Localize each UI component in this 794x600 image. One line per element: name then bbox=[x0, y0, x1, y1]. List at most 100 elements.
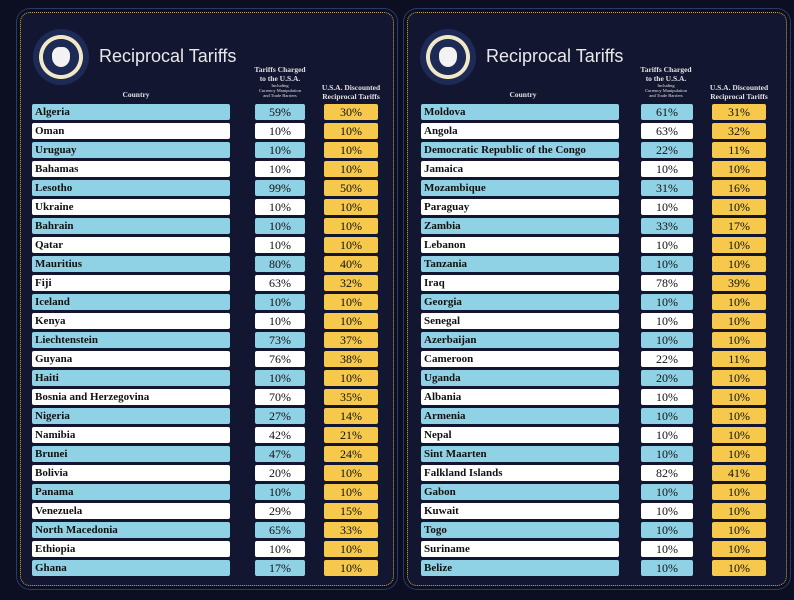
table-row: Sint Maarten 10% 10% bbox=[408, 446, 786, 463]
tariff-charged-cell: 10% bbox=[255, 370, 305, 386]
tariff-charged-cell: 63% bbox=[255, 275, 305, 291]
tariff-charged-cell: 10% bbox=[255, 199, 305, 215]
table-row: Namibia 42% 21% bbox=[21, 427, 393, 444]
table-row: Bahamas 10% 10% bbox=[21, 161, 393, 178]
discounted-tariff-cell: 10% bbox=[324, 142, 378, 158]
tariffs-charged-column-header: Tariffs Charged to the U.S.A. Including Cur… bbox=[640, 65, 692, 98]
discounted-tariff-cell: 10% bbox=[712, 408, 766, 424]
tariff-charged-cell: 10% bbox=[641, 389, 693, 405]
tariff-charged-cell: 10% bbox=[255, 313, 305, 329]
discounted-tariff-cell: 10% bbox=[712, 541, 766, 557]
tariff-charged-cell: 10% bbox=[255, 237, 305, 253]
tariff-charged-cell: 10% bbox=[641, 313, 693, 329]
table-row: Togo 10% 10% bbox=[408, 522, 786, 539]
discounted-tariff-cell: 10% bbox=[324, 541, 378, 557]
table-row: Oman 10% 10% bbox=[21, 123, 393, 140]
table-row: Ghana 17% 10% bbox=[21, 560, 393, 577]
discounted-tariff-cell: 10% bbox=[324, 313, 378, 329]
tariff-charged-cell: 10% bbox=[641, 256, 693, 272]
country-cell: Belize bbox=[421, 560, 619, 576]
tariff-charged-cell: 99% bbox=[255, 180, 305, 196]
tariff-charged-cell: 10% bbox=[641, 484, 693, 500]
country-cell: Lesotho bbox=[32, 180, 230, 196]
country-cell: Senegal bbox=[421, 313, 619, 329]
table-row: Guyana 76% 38% bbox=[21, 351, 393, 368]
tariff-panel-right: Reciprocal Tariffs Country Tariffs Charg… bbox=[407, 12, 787, 586]
table-row: Paraguay 10% 10% bbox=[408, 199, 786, 216]
tariff-charged-cell: 20% bbox=[255, 465, 305, 481]
table-row: Moldova 61% 31% bbox=[408, 104, 786, 121]
discounted-tariff-cell: 10% bbox=[712, 313, 766, 329]
tariffs-charged-column-header: Tariffs Charged to the U.S.A. Including Cur… bbox=[254, 65, 306, 98]
country-cell: Jamaica bbox=[421, 161, 619, 177]
table-row: North Macedonia 65% 33% bbox=[21, 522, 393, 539]
table-row: Bolivia 20% 10% bbox=[21, 465, 393, 482]
country-cell: Democratic Republic of the Congo bbox=[421, 142, 619, 158]
discounted-tariff-cell: 10% bbox=[324, 370, 378, 386]
country-cell: Georgia bbox=[421, 294, 619, 310]
discounted-tariff-cell: 35% bbox=[324, 389, 378, 405]
discounted-tariff-cell: 14% bbox=[324, 408, 378, 424]
discounted-tariff-cell: 10% bbox=[712, 256, 766, 272]
table-row: Angola 63% 32% bbox=[408, 123, 786, 140]
tariff-charged-cell: 82% bbox=[641, 465, 693, 481]
country-cell: Uruguay bbox=[32, 142, 230, 158]
tariff-charged-cell: 61% bbox=[641, 104, 693, 120]
country-cell: Zambia bbox=[421, 218, 619, 234]
discounted-tariff-cell: 10% bbox=[712, 199, 766, 215]
table-row: Panama 10% 10% bbox=[21, 484, 393, 501]
tariff-charged-cell: 10% bbox=[641, 446, 693, 462]
tariff-charged-cell: 10% bbox=[641, 294, 693, 310]
tariff-charged-cell: 17% bbox=[255, 560, 305, 576]
table-row: Qatar 10% 10% bbox=[21, 237, 393, 254]
discounted-tariff-cell: 41% bbox=[712, 465, 766, 481]
country-cell: Mauritius bbox=[32, 256, 230, 272]
tariff-charged-cell: 10% bbox=[641, 237, 693, 253]
country-cell: Angola bbox=[421, 123, 619, 139]
table-row: Azerbaijan 10% 10% bbox=[408, 332, 786, 349]
discounted-tariff-cell: 10% bbox=[712, 332, 766, 348]
discounted-tariff-cell: 10% bbox=[712, 161, 766, 177]
tariff-charged-cell: 47% bbox=[255, 446, 305, 462]
discounted-tariff-cell: 11% bbox=[712, 351, 766, 367]
country-cell: Uganda bbox=[421, 370, 619, 386]
presidential-seal-logo bbox=[33, 29, 89, 85]
tariff-charged-cell: 10% bbox=[255, 142, 305, 158]
table-row: Lebanon 10% 10% bbox=[408, 237, 786, 254]
discounted-tariff-cell: 10% bbox=[324, 484, 378, 500]
tariff-charged-cell: 65% bbox=[255, 522, 305, 538]
tariff-charged-cell: 76% bbox=[255, 351, 305, 367]
tariff-charged-cell: 78% bbox=[641, 275, 693, 291]
country-cell: Suriname bbox=[421, 541, 619, 557]
country-cell: Haiti bbox=[32, 370, 230, 386]
country-cell: Liechtenstein bbox=[32, 332, 230, 348]
discounted-tariff-cell: 33% bbox=[324, 522, 378, 538]
discounted-tariff-cell: 32% bbox=[712, 123, 766, 139]
table-row: Ethiopia 10% 10% bbox=[21, 541, 393, 558]
tariff-charged-cell: 10% bbox=[641, 541, 693, 557]
country-cell: Sint Maarten bbox=[421, 446, 619, 462]
country-cell: Moldova bbox=[421, 104, 619, 120]
country-cell: Fiji bbox=[32, 275, 230, 291]
tariff-charged-cell: 59% bbox=[255, 104, 305, 120]
discounted-tariff-cell: 10% bbox=[324, 560, 378, 576]
discounted-tariff-cell: 10% bbox=[712, 370, 766, 386]
tariff-charged-cell: 29% bbox=[255, 503, 305, 519]
discounted-tariff-cell: 10% bbox=[712, 237, 766, 253]
discounted-tariff-cell: 10% bbox=[324, 161, 378, 177]
tariff-charged-cell: 10% bbox=[255, 161, 305, 177]
table-row: Nigeria 27% 14% bbox=[21, 408, 393, 425]
table-row: Iceland 10% 10% bbox=[21, 294, 393, 311]
country-cell: Kenya bbox=[32, 313, 230, 329]
discounted-tariff-cell: 10% bbox=[324, 123, 378, 139]
discounted-tariff-cell: 50% bbox=[324, 180, 378, 196]
country-cell: Tanzania bbox=[421, 256, 619, 272]
discounted-tariff-cell: 10% bbox=[324, 218, 378, 234]
tariff-charged-cell: 10% bbox=[255, 484, 305, 500]
tariff-charged-cell: 10% bbox=[641, 522, 693, 538]
tariff-charged-cell: 10% bbox=[255, 294, 305, 310]
tariff-charged-cell: 10% bbox=[641, 427, 693, 443]
discounted-tariff-cell: 10% bbox=[324, 294, 378, 310]
page-title: Reciprocal Tariffs bbox=[99, 46, 237, 66]
discounted-tariff-cell: 15% bbox=[324, 503, 378, 519]
